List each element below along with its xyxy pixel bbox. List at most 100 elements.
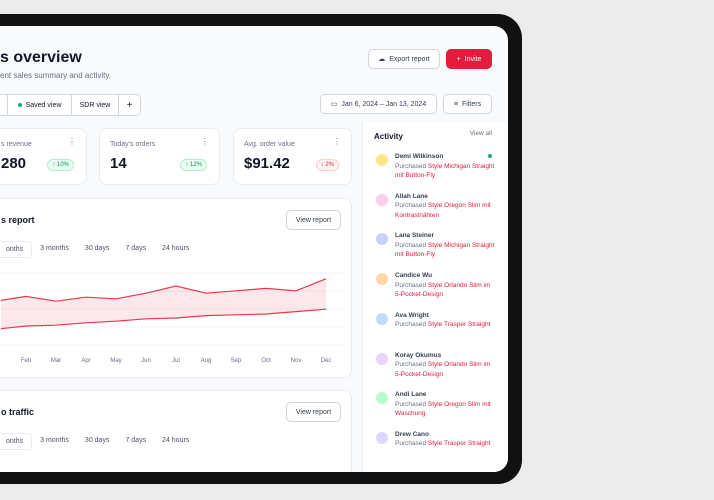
- activity-desc: Purchased Style Michigan Straight mit Bu…: [395, 162, 497, 181]
- view-all-link[interactable]: View all: [469, 130, 492, 137]
- menu-dots: ⋮: [333, 137, 341, 146]
- range-tab[interactable]: 24 hours: [162, 437, 190, 444]
- activity-desc: Purchased Style Oregon Slim mit Kontrast…: [395, 201, 497, 220]
- view-tab[interactable]: SDR view: [72, 95, 119, 115]
- range-tab[interactable]: 7 days: [125, 437, 147, 444]
- x-tick-label: Oct: [261, 358, 271, 364]
- sales-chart: Feb Mar Apr May Jun Jul Aug Sep Oct Nov Dec: [1, 272, 343, 364]
- x-tick-label: Apr: [81, 358, 90, 364]
- screen: s overview ent sales summary and activit…: [0, 26, 508, 472]
- activity-name: Koray Okumus: [395, 351, 442, 359]
- range-tab[interactable]: 7 days: [125, 245, 147, 252]
- stat-value: 280: [1, 155, 27, 172]
- traffic-panel: o traffic View report onths 3 months 30 da…: [0, 390, 352, 472]
- activity-item: Ava Wright Purchased Style Trasper Straig…: [376, 311, 501, 330]
- avatar: [376, 312, 388, 325]
- view-tab-label: Saved view: [25, 101, 62, 109]
- range-tabs: onths 3 months 30 days 7 days 24 hours: [0, 241, 197, 258]
- add-view[interactable]: +: [126, 99, 133, 111]
- stat-badge: ↑ 10%: [47, 159, 74, 171]
- filters-label: Filters: [462, 100, 482, 108]
- range-tab[interactable]: onths: [0, 433, 33, 450]
- date-range-button[interactable]: ▭ Jan 6, 2024 – Jan 13, 2024: [320, 94, 437, 114]
- activity-action: Purchased: [395, 241, 427, 249]
- activity-product[interactable]: Style Oregon Slim mit Waschung: [395, 400, 491, 418]
- x-tick-label: Nov: [291, 358, 302, 364]
- series-line: [1, 278, 327, 302]
- activity-action: Purchased: [395, 361, 427, 368]
- activity-panel: [362, 122, 508, 472]
- activity-item: Koray Okumus Purchased Style Orlando Slim…: [376, 351, 501, 380]
- activity-product[interactable]: Style Michigan Straight mit Button-Fly: [395, 162, 495, 180]
- stat-card: s revenue 280 ↑ 10% ⋮: [0, 128, 87, 185]
- activity-action: Purchased: [395, 400, 427, 408]
- button-label: View report: [295, 408, 332, 416]
- activity-product[interactable]: Style Orlando Slim im 5-Pocket-Design: [395, 361, 491, 378]
- button-label: View report: [295, 216, 332, 224]
- activity-name: Lana Steiner: [395, 232, 435, 240]
- activity-product[interactable]: Style Michigan Straight mit Button-Fly: [395, 241, 495, 259]
- activity-action: Purchased: [395, 440, 427, 448]
- activity-name: Andi Lane: [395, 391, 427, 399]
- range-tab[interactable]: 3 months: [40, 437, 69, 444]
- activity-name: Candice Wu: [395, 272, 433, 280]
- panel-title: o traffic: [1, 407, 35, 417]
- x-tick-label: Feb: [21, 358, 32, 364]
- view-report-button[interactable]: View report: [286, 210, 341, 230]
- online-dot: [488, 154, 492, 158]
- activity-name: Ava Wright: [395, 311, 429, 319]
- activity-item: Andi Lane Purchased Style Oregon Slim mit…: [376, 390, 501, 419]
- activity-product[interactable]: Style Orlando Slim im 5-Pocket-Design: [395, 281, 491, 299]
- invite-button[interactable]: + Invite: [446, 49, 492, 69]
- activity-name: Allah Lane: [395, 192, 428, 200]
- activity-item: Drew Cano Purchased Style Trasper Straigh…: [376, 430, 501, 449]
- activity-product[interactable]: Style Oregon Slim mit Kontrastnähten: [395, 202, 491, 219]
- page-title: s overview: [0, 49, 82, 66]
- range-tabs: onths 3 months 30 days 7 days 24 hours: [0, 433, 197, 450]
- range-tab[interactable]: 30 days: [84, 245, 110, 252]
- page-subtitle: ent sales summary and activity.: [0, 71, 112, 80]
- x-tick-label: Mar: [51, 358, 61, 364]
- activity-action: Purchased: [395, 162, 427, 170]
- x-tick-label: Jun: [141, 358, 151, 364]
- export-label: Export report: [389, 55, 430, 63]
- activity-text: Lana Steiner Purchased Style Michigan Str…: [395, 231, 497, 260]
- avatar: [376, 273, 388, 286]
- activity-desc: Purchased Style Trasper Straight: [395, 320, 497, 330]
- view-report-button[interactable]: View report: [286, 402, 341, 422]
- activity-name: Demi Wilkinson: [395, 153, 444, 160]
- stat-label: Today's orders: [110, 141, 156, 148]
- stat-change: 10%: [56, 162, 69, 168]
- view-tab[interactable]: Saved view: [8, 95, 72, 115]
- activity-text: Koray Okumus Purchased Style Orlando Slim…: [395, 351, 497, 380]
- band-fill: [1, 278, 326, 329]
- activity-product[interactable]: Style Trasper Straight: [427, 321, 491, 329]
- activity-desc: Purchased Style Trasper Straight: [395, 439, 497, 449]
- activity-desc: Purchased Style Oregon Slim mit Waschung: [395, 400, 497, 419]
- activity-item: Lana Steiner Purchased Style Michigan Str…: [376, 231, 501, 260]
- stat-card: Avg. order value $91.42 ↓ 2% ⋮: [233, 128, 352, 185]
- activity-product[interactable]: Style Trasper Straight: [427, 440, 491, 448]
- x-tick-label: May: [110, 358, 121, 364]
- avatar: [376, 233, 388, 246]
- view-tab-label: SDR view: [79, 101, 111, 109]
- range-tab[interactable]: 3 months: [40, 245, 69, 252]
- x-tick-label: Dec: [321, 358, 332, 364]
- activity-title: Activity: [374, 132, 403, 141]
- series-line: [1, 308, 327, 330]
- activity-text: Demi Wilkinson Purchased Style Michigan S…: [395, 152, 497, 181]
- x-tick-label: Aug: [201, 358, 212, 364]
- export-button[interactable]: ☁ Export report: [368, 49, 440, 69]
- range-tab[interactable]: 30 days: [84, 437, 110, 444]
- range-tab[interactable]: 24 hours: [162, 245, 190, 252]
- avatar: [376, 193, 388, 206]
- stat-label: s revenue: [1, 141, 32, 148]
- filters-button[interactable]: ≡ Filters: [443, 94, 492, 114]
- stat-change: 2%: [325, 162, 334, 168]
- activity-item: Candice Wu Purchased Style Orlando Slim i…: [376, 271, 501, 300]
- range-tab[interactable]: onths: [0, 241, 33, 258]
- x-tick-label: Sep: [231, 358, 242, 364]
- activity-desc: Purchased Style Orlando Slim im 5-Pocket…: [395, 281, 497, 300]
- menu-dots: ⋮: [201, 137, 209, 146]
- menu-dots: ⋮: [68, 137, 76, 146]
